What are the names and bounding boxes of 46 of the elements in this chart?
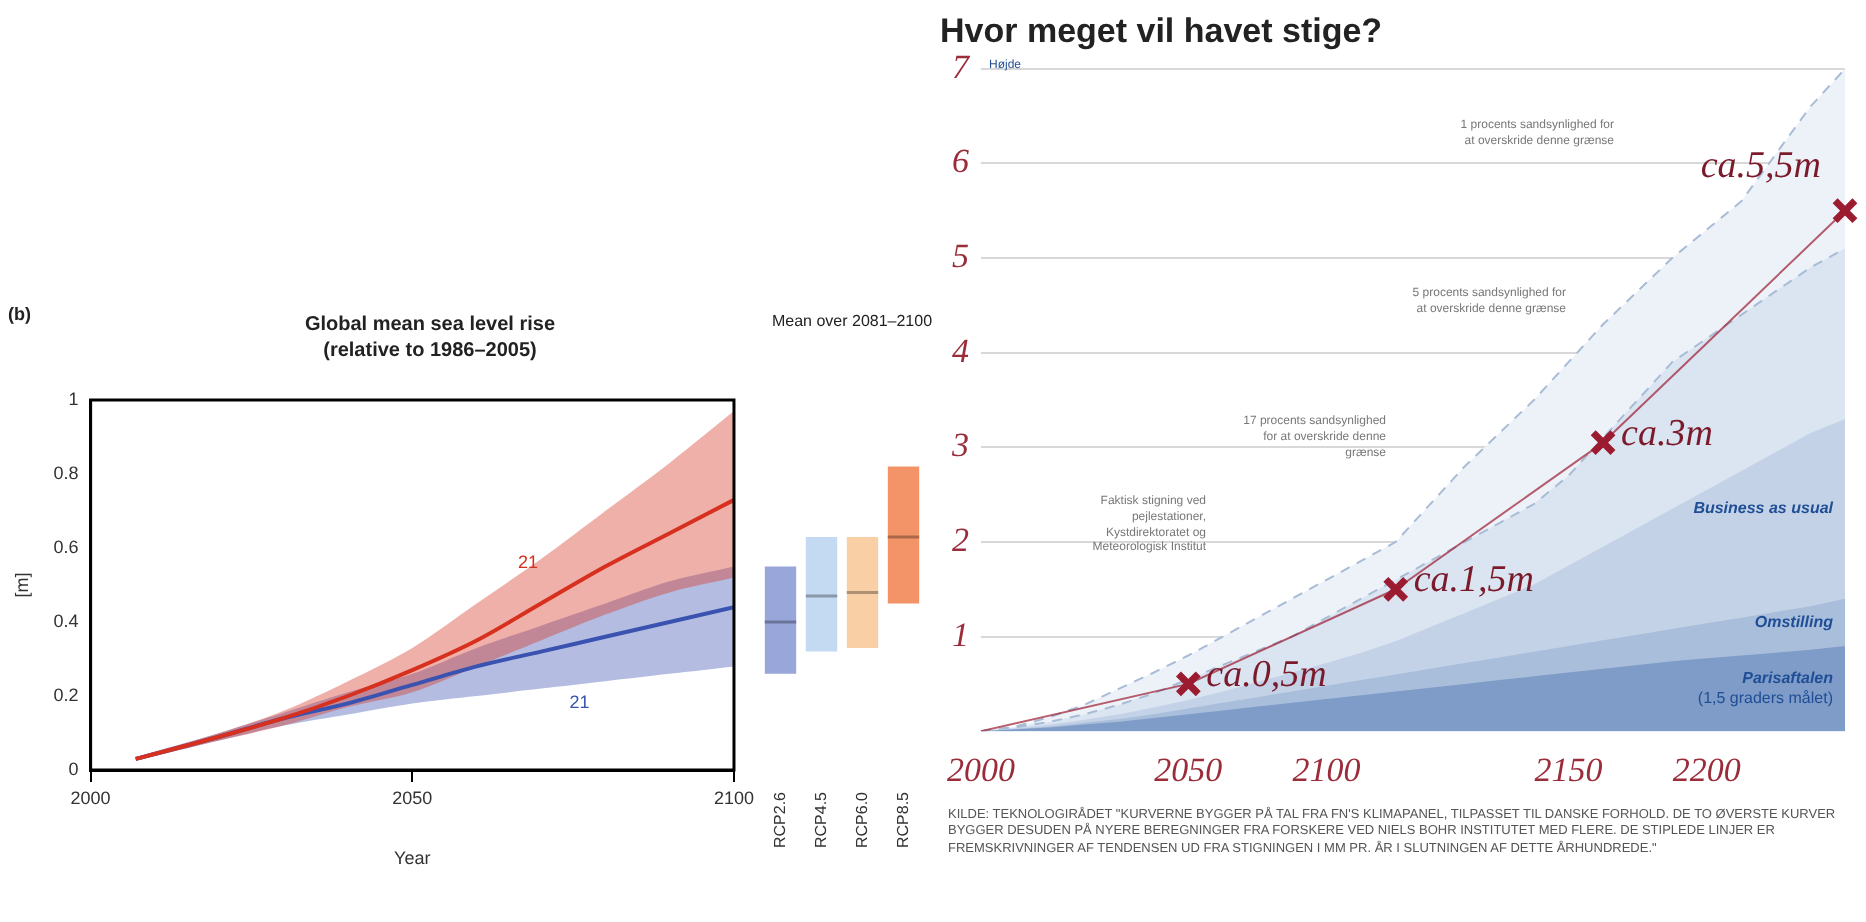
point	[1174, 670, 1202, 698]
y-tick-label: 0.8	[53, 462, 79, 483]
x-axis-title: Year	[394, 848, 431, 869]
y-tick-label: 4	[952, 331, 970, 370]
chart-title: Global mean sea level rise	[302, 312, 558, 338]
series-label: Business as usual	[1693, 499, 1835, 518]
x-tick-label: RCP4.5	[811, 790, 830, 849]
chart-title: Hvor meget vil havet stige?	[940, 11, 1383, 50]
y-tick-label: 3	[950, 426, 969, 465]
x-tick-label: 2200	[1672, 750, 1742, 789]
point	[1831, 197, 1859, 225]
data-label: ca.1,5m	[1413, 559, 1535, 602]
line-series	[133, 497, 734, 761]
x-tick-label: 2000	[947, 750, 1016, 789]
x-tick-label: RCP8.5	[893, 790, 912, 849]
y-tick-label: 7	[952, 47, 972, 86]
y-tick-label: 2	[952, 520, 970, 559]
y-tick-label: 1	[68, 388, 79, 409]
x-tick-label: 2150	[1534, 750, 1604, 789]
text: (b)	[8, 304, 33, 328]
y-tick-label: 0.6	[53, 536, 79, 557]
y-tick-label: 0.2	[53, 684, 79, 705]
x-tick-label: 2050	[392, 787, 433, 808]
chart-subtitle: (relative to 1986–2005)	[321, 338, 539, 364]
x-tick-label: RCP2.6	[770, 790, 789, 849]
data-label: ca.5,5m	[1700, 144, 1821, 187]
data-label: ca.0,5m	[1206, 653, 1327, 696]
x-tick-label: 2000	[70, 787, 111, 808]
y-tick-label: 6	[952, 142, 970, 181]
x-tick-label: 2100	[713, 787, 755, 808]
x-tick-label: RCP6.0	[852, 790, 871, 849]
y-tick-label: 0	[68, 758, 79, 779]
point	[1382, 575, 1410, 603]
chart-title: Mean over 2081–2100	[769, 312, 935, 333]
y-axis-title: [m]	[11, 572, 32, 598]
data-label: ca.3m	[1621, 412, 1713, 455]
series-label: Omstilling	[1754, 612, 1834, 631]
annotation: 21	[569, 692, 590, 713]
annotation: 21	[518, 551, 539, 572]
x-tick-label: 2100	[1292, 750, 1362, 789]
y-tick-label: 5	[952, 236, 969, 275]
x-tick-label: 2050	[1154, 750, 1224, 789]
y-tick-label: 1	[952, 615, 969, 654]
series-label: Parisaftalen (1,5 graders målet)	[1697, 669, 1834, 708]
point	[1589, 429, 1617, 456]
y-tick-label: 0.4	[53, 610, 79, 631]
